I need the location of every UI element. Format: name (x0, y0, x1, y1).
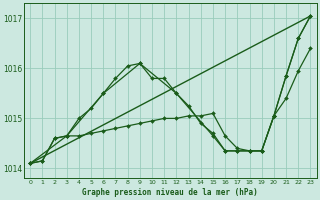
X-axis label: Graphe pression niveau de la mer (hPa): Graphe pression niveau de la mer (hPa) (83, 188, 258, 197)
